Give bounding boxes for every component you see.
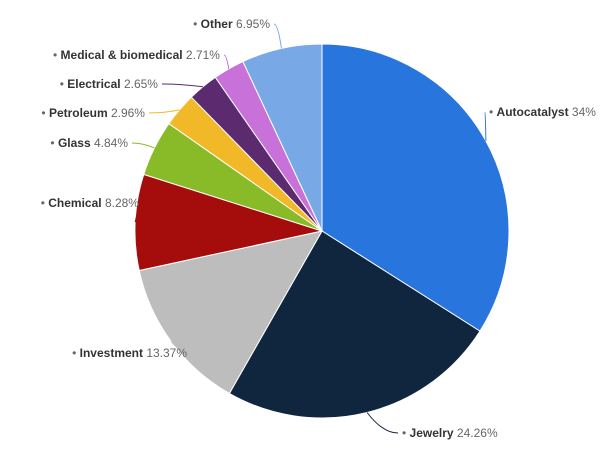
- slice-label-value: 13.37%: [146, 346, 187, 360]
- leader-line-electrical: [161, 83, 204, 88]
- slice-label-autocatalyst: • Autocatalyst 34%: [489, 105, 596, 119]
- slice-label-investment: • Investment 13.37%: [72, 346, 187, 360]
- slice-label-name: Electrical: [67, 77, 124, 91]
- slice-labels: • Autocatalyst 34% • Jewelry 24.26% • Inve…: [41, 17, 597, 440]
- slice-label-value: 8.28%: [105, 196, 139, 210]
- leader-line-medical-and-biomedical: [223, 54, 230, 69]
- slice-label-petroleum: • Petroleum 2.96%: [41, 106, 145, 120]
- slice-label-value: 2.96%: [111, 106, 145, 120]
- slice-label-name: Jewelry: [410, 426, 457, 440]
- slice-label-medical-and-biomedical: • Medical & biomedical 2.71%: [53, 48, 220, 62]
- slice-label-value: 2.71%: [186, 48, 220, 62]
- slice-label-value: 6.95%: [236, 17, 270, 31]
- slice-label-chemical: • Chemical 8.28%: [41, 196, 140, 210]
- leader-line-chemical: [134, 202, 144, 223]
- leader-line-investment: [170, 341, 192, 354]
- pie-slice-investment[interactable]: [138, 230, 323, 395]
- slice-label-glass: • Glass 4.84%: [50, 136, 128, 150]
- leader-line-glass: [131, 142, 155, 149]
- leader-line-petroleum: [148, 109, 180, 114]
- slice-label-name: Investment: [80, 346, 147, 360]
- slice-label-other: • Other 6.95%: [193, 17, 270, 31]
- slice-label-name: Chemical: [48, 196, 105, 210]
- leader-line-jewelry: [366, 412, 399, 434]
- leader-line-autocatalyst: [484, 111, 487, 141]
- slice-label-value: 34%: [572, 105, 596, 119]
- slice-label-value: 4.84%: [94, 136, 128, 150]
- slice-label-name: Medical & biomedical: [61, 48, 186, 62]
- slice-label-name: Autocatalyst: [497, 105, 572, 119]
- pie-slice-jewelry[interactable]: [228, 230, 481, 419]
- pie-slice-other[interactable]: [242, 43, 323, 232]
- slice-label-value: 2.65%: [124, 77, 158, 91]
- slice-label-name: Other: [201, 17, 236, 31]
- leader-line-other: [273, 23, 282, 49]
- slice-label-name: Petroleum: [49, 106, 111, 120]
- slice-label-name: Glass: [58, 136, 94, 150]
- slice-label-value: 24.26%: [457, 426, 498, 440]
- leader-lines: [131, 23, 487, 434]
- slice-label-electrical: • Electrical 2.65%: [60, 77, 159, 91]
- slice-label-jewelry: • Jewelry 24.26%: [402, 426, 498, 440]
- pie-slices: [134, 43, 510, 419]
- pie-slice-chemical[interactable]: [134, 173, 324, 272]
